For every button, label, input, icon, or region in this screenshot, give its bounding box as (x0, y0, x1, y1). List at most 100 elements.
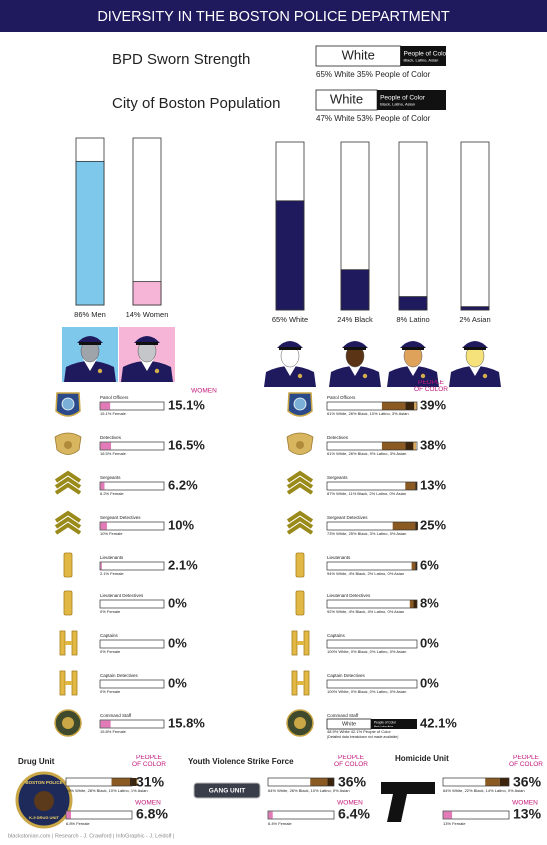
poc-segment (327, 778, 334, 786)
rank-women-caption: 16.5% Female (100, 451, 127, 456)
header-bar (0, 0, 547, 32)
bar-frame (398, 141, 428, 311)
poc-bar-frame (267, 777, 335, 787)
officer-collar (83, 359, 97, 371)
poc-segment (405, 482, 416, 490)
unit-poc-pct: 36% (513, 774, 542, 790)
bar-label: 24% Black (337, 315, 373, 324)
poc-segment (130, 778, 137, 786)
comparison-label: BPD Sworn Strength (112, 51, 250, 68)
officer-body (264, 366, 316, 387)
bar (340, 269, 370, 311)
women-bar-frame (99, 441, 165, 451)
women-bar (100, 522, 107, 530)
bar-label: 65% White (272, 315, 308, 324)
poc-segment (327, 402, 382, 410)
rank-women-pct: 2.1% (168, 557, 198, 572)
officer-collar (140, 359, 154, 371)
chevron (54, 470, 82, 483)
rank-poc-pct: 8% (420, 595, 439, 610)
poc-bar-frame (326, 639, 418, 649)
white-label: White (342, 721, 356, 727)
officer-visor (279, 347, 301, 350)
unit-women-caption: 13% Female (443, 821, 466, 826)
rank-women-pct: 0% (168, 635, 187, 650)
poc-segment (413, 442, 417, 450)
rank-name: Command Staff (100, 713, 132, 718)
women-bar-frame (99, 521, 165, 531)
unit-poc-pct: 31% (136, 774, 165, 790)
chevron (286, 470, 314, 483)
chevron (286, 476, 314, 489)
officer-cap (462, 341, 488, 348)
officer-cap (277, 341, 303, 348)
poc-segment (485, 778, 500, 786)
chevron (54, 516, 82, 529)
rank-poc-pct: 39% (420, 397, 446, 412)
rank-women-pct: 0% (168, 595, 187, 610)
poc-segment (327, 482, 406, 490)
poc-bar-frame (326, 441, 418, 451)
rank-name: Patrol Officers (327, 395, 356, 400)
rank-poc-pct: 25% (420, 517, 446, 532)
comparison-label: City of Boston Population (112, 95, 280, 112)
officer-cap (134, 336, 160, 343)
officer-visor (402, 347, 424, 350)
seal-inner (294, 717, 306, 729)
chevron (54, 482, 82, 495)
rank-women-caption: 0% Female (100, 649, 121, 654)
comparison-caption: 47% White 53% People of Color (316, 114, 431, 123)
title: DIVERSITY IN THE BOSTON POLICE DEPARTMEN… (97, 9, 450, 25)
bar (75, 160, 105, 306)
chevron (54, 510, 82, 523)
poc-bar-frame (326, 679, 418, 689)
poc-segment (381, 442, 406, 450)
rank-name: Detectives (327, 435, 349, 440)
women-bar-frame (99, 481, 165, 491)
poc-segment (405, 402, 415, 410)
bar-frame (132, 137, 162, 306)
rank-icon (291, 670, 310, 696)
rank-icon (286, 510, 314, 535)
unit-poc-caption: 69% White, 28% Black, 10% Latino, 1% Asi… (66, 788, 148, 793)
officer-collar (406, 364, 420, 376)
poc-bar-frame (326, 521, 418, 531)
capt-bar (291, 670, 298, 696)
poc-segment (66, 778, 112, 786)
officer-figure (329, 341, 381, 387)
unit-women-heading: WOMEN (337, 800, 363, 807)
poc-segment (136, 778, 138, 786)
rank-women-caption: 0% Female (100, 689, 121, 694)
rank-name: Sergeants (327, 475, 348, 480)
chevron (286, 482, 314, 495)
poc-bar-frame (326, 561, 418, 571)
rank-poc-pct: 6% (420, 557, 439, 572)
poc-segment (415, 562, 417, 570)
rank-poc-caption: 61% White, 26% Black, 9% Latino, 3% Asia… (327, 451, 406, 456)
rank-women-pct: 6.2% (168, 477, 198, 492)
officer-visor (79, 342, 101, 345)
capt-bridge (65, 681, 72, 685)
unit-poc-caption: 64% White, 22% Black, 14% Latino, 0% Asi… (443, 788, 525, 793)
lt-bar (295, 552, 305, 578)
bar (132, 281, 162, 306)
officer-badge (420, 373, 426, 379)
women-bar (100, 482, 105, 490)
bar-label: 2% Asian (459, 315, 490, 324)
unit-name: Homicide Unit (395, 754, 449, 763)
footer: blackstonian.com | Research - J. Crawfor… (8, 833, 174, 839)
officer-collar (283, 364, 297, 376)
unit-icon (193, 782, 261, 799)
capt-bar (71, 630, 78, 656)
capt-bar (59, 670, 66, 696)
lt-bar (295, 590, 305, 616)
rank-icon (63, 590, 73, 616)
rank-name: Sergeants (100, 475, 121, 480)
rank-poc-pct: 42.1% (420, 715, 457, 730)
poc-segment (327, 680, 417, 688)
officer-body (329, 366, 381, 387)
women-bar-frame (99, 639, 165, 649)
rank-icon (54, 470, 82, 495)
poc-segment (327, 562, 412, 570)
women-bar-frame (99, 599, 165, 609)
